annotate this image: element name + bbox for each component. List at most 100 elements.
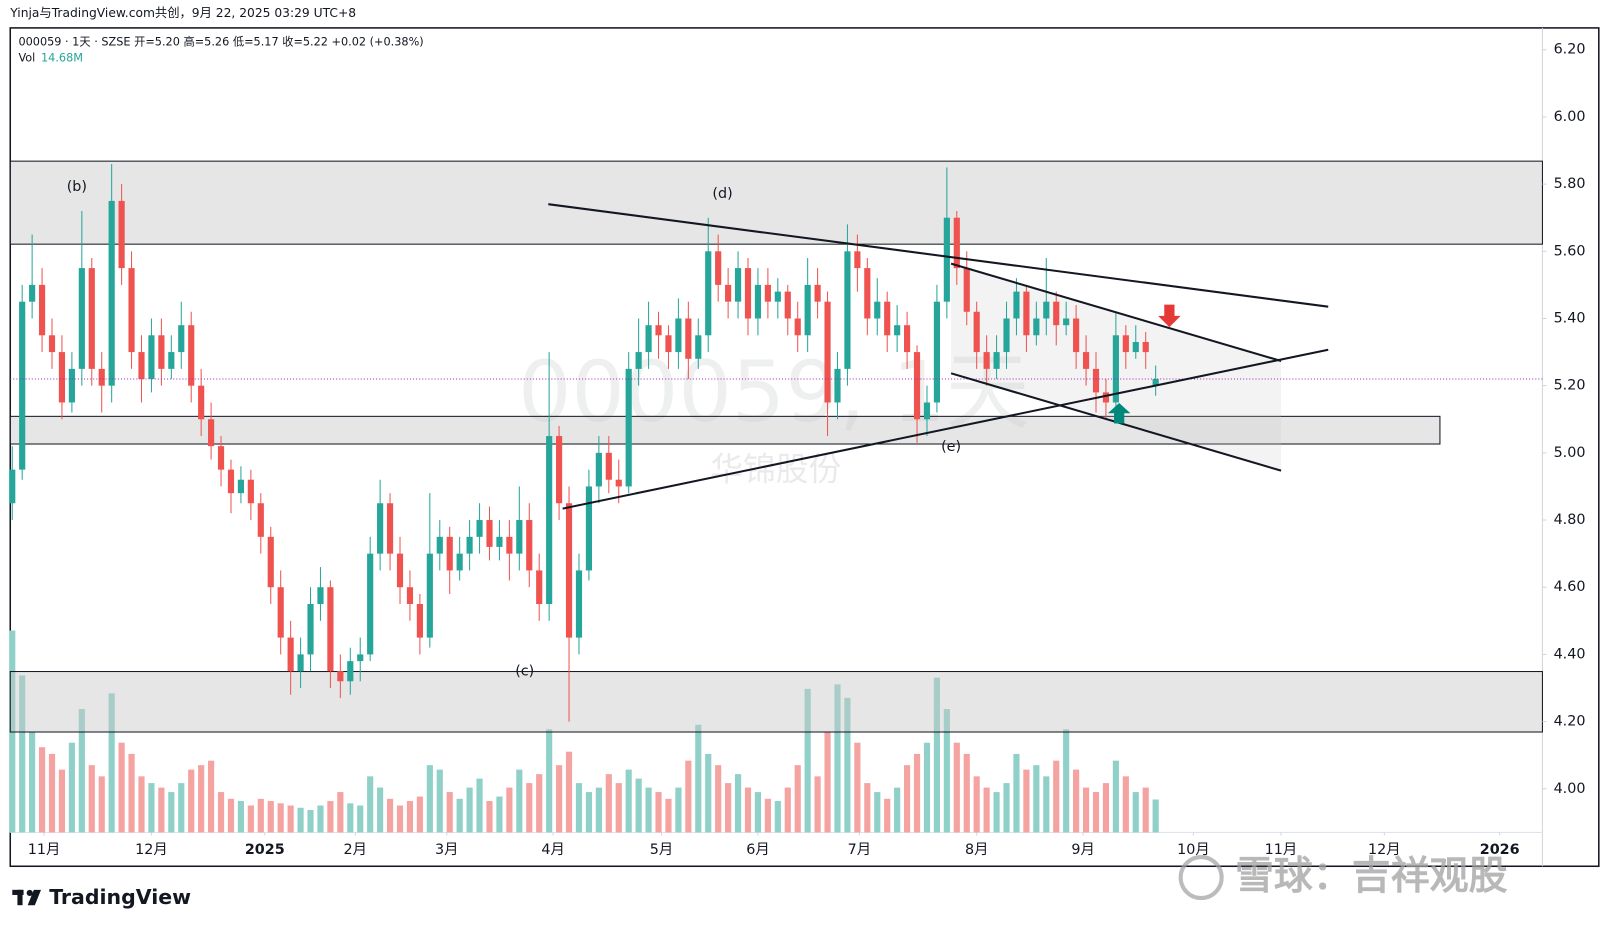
volume-bar [625,769,632,833]
volume-bar [158,787,165,833]
candle-body [923,402,931,420]
candle-body [904,325,911,353]
volume-bar [118,742,125,833]
candle-body [1092,368,1100,393]
candle-body [476,520,483,537]
x-tick-label: 6月 [746,842,769,858]
candle-body [1043,301,1050,319]
candle-body [1003,318,1010,353]
y-tick-label: 5.20 [1554,378,1586,394]
wave-label: (b) [67,179,87,195]
y-tick-label: 4.80 [1554,512,1586,528]
candle-body [396,553,404,588]
candle-body [367,553,374,655]
volume-bar [516,769,523,833]
logo-part [26,889,33,896]
candle-body [277,587,284,638]
volume-bar [983,787,990,833]
candle-body [595,452,602,487]
candle-body [38,284,46,336]
volume-bar [973,776,980,833]
volume-bar [1112,760,1119,833]
volume-bar [168,792,175,833]
candle-body [1082,352,1090,369]
candle-body [108,200,115,386]
watermark-symbol: 000059, 1天 [518,343,1030,441]
volume-bar [526,783,533,833]
wave-label: (c) [515,664,534,680]
volume-bar [705,753,712,833]
candle-body [675,318,682,353]
volume-bar [615,783,622,833]
x-tick-label: 5月 [650,842,673,858]
candle-body [227,469,235,494]
volume-bar [754,792,762,833]
candle-body [1023,291,1030,336]
legend-quote: 000059 · 1天 · SZSE 开=5.20 高=5.26 低=5.17 … [18,34,423,48]
legend-volume-value: 14.68M [41,52,83,65]
volume-bar [386,798,394,833]
zone [9,415,1441,445]
volume-bar [78,709,85,833]
candle-body [88,268,95,369]
volume-bar [277,803,284,833]
candle-body [655,325,662,336]
candle-body [774,291,781,302]
volume-bar [953,742,960,833]
candle-body [1033,318,1040,336]
volume-bar [128,753,135,833]
volume-bar [874,792,881,833]
volume-bar [764,798,771,833]
axes: 4.00 4.20 4.40 4.60 4.80 5.00 5.20 5.40 5.60 5.80… [28,42,1586,858]
candle-body [337,671,344,682]
volume-bar [1033,765,1040,833]
candle-body [575,570,583,638]
candle-body [1132,342,1139,353]
candle-body [665,335,672,353]
candle-body [526,520,533,571]
volume-bar [198,765,205,833]
candle-body [605,452,612,480]
volume-bar [536,774,543,833]
volume-bar [665,798,672,833]
candle-body [854,251,861,269]
volume-bar [506,787,513,833]
candle-body [486,520,493,547]
volume-bar [1063,729,1070,833]
candle-body [456,553,463,571]
x-tick-label: 2026 [1480,842,1520,858]
zone [9,671,1543,733]
chart-frame [9,27,1600,868]
candle-body [357,654,364,662]
candle-body [764,284,771,302]
candle-body [953,217,960,269]
y-tick-label: 5.80 [1554,176,1586,192]
volume-bar [29,731,36,833]
logo-part [17,889,23,906]
candle-body [1152,378,1159,386]
y-tick-label: 5.40 [1554,310,1586,326]
candle-body [377,503,384,554]
volume-bar [943,709,950,833]
trend-line [950,262,1282,362]
volume-bar [476,778,483,833]
candle-body [844,251,851,369]
volume-bar [466,787,473,833]
x-tick-label: 11月 [28,842,61,858]
candle-body [208,419,215,447]
candle-body [933,301,940,403]
candle-body [138,352,145,379]
candle-body [98,368,105,386]
volume-bar [933,677,940,833]
volume-bar [1023,769,1030,833]
volume-bar [904,765,911,833]
volume-bar [993,792,1000,833]
volume-bar [963,753,970,833]
candle-body [874,301,881,319]
volume-bar [257,798,264,833]
candle-body [178,325,185,353]
volume-bar [347,803,354,833]
candle-body [993,352,1000,369]
volume-bar [486,801,493,833]
